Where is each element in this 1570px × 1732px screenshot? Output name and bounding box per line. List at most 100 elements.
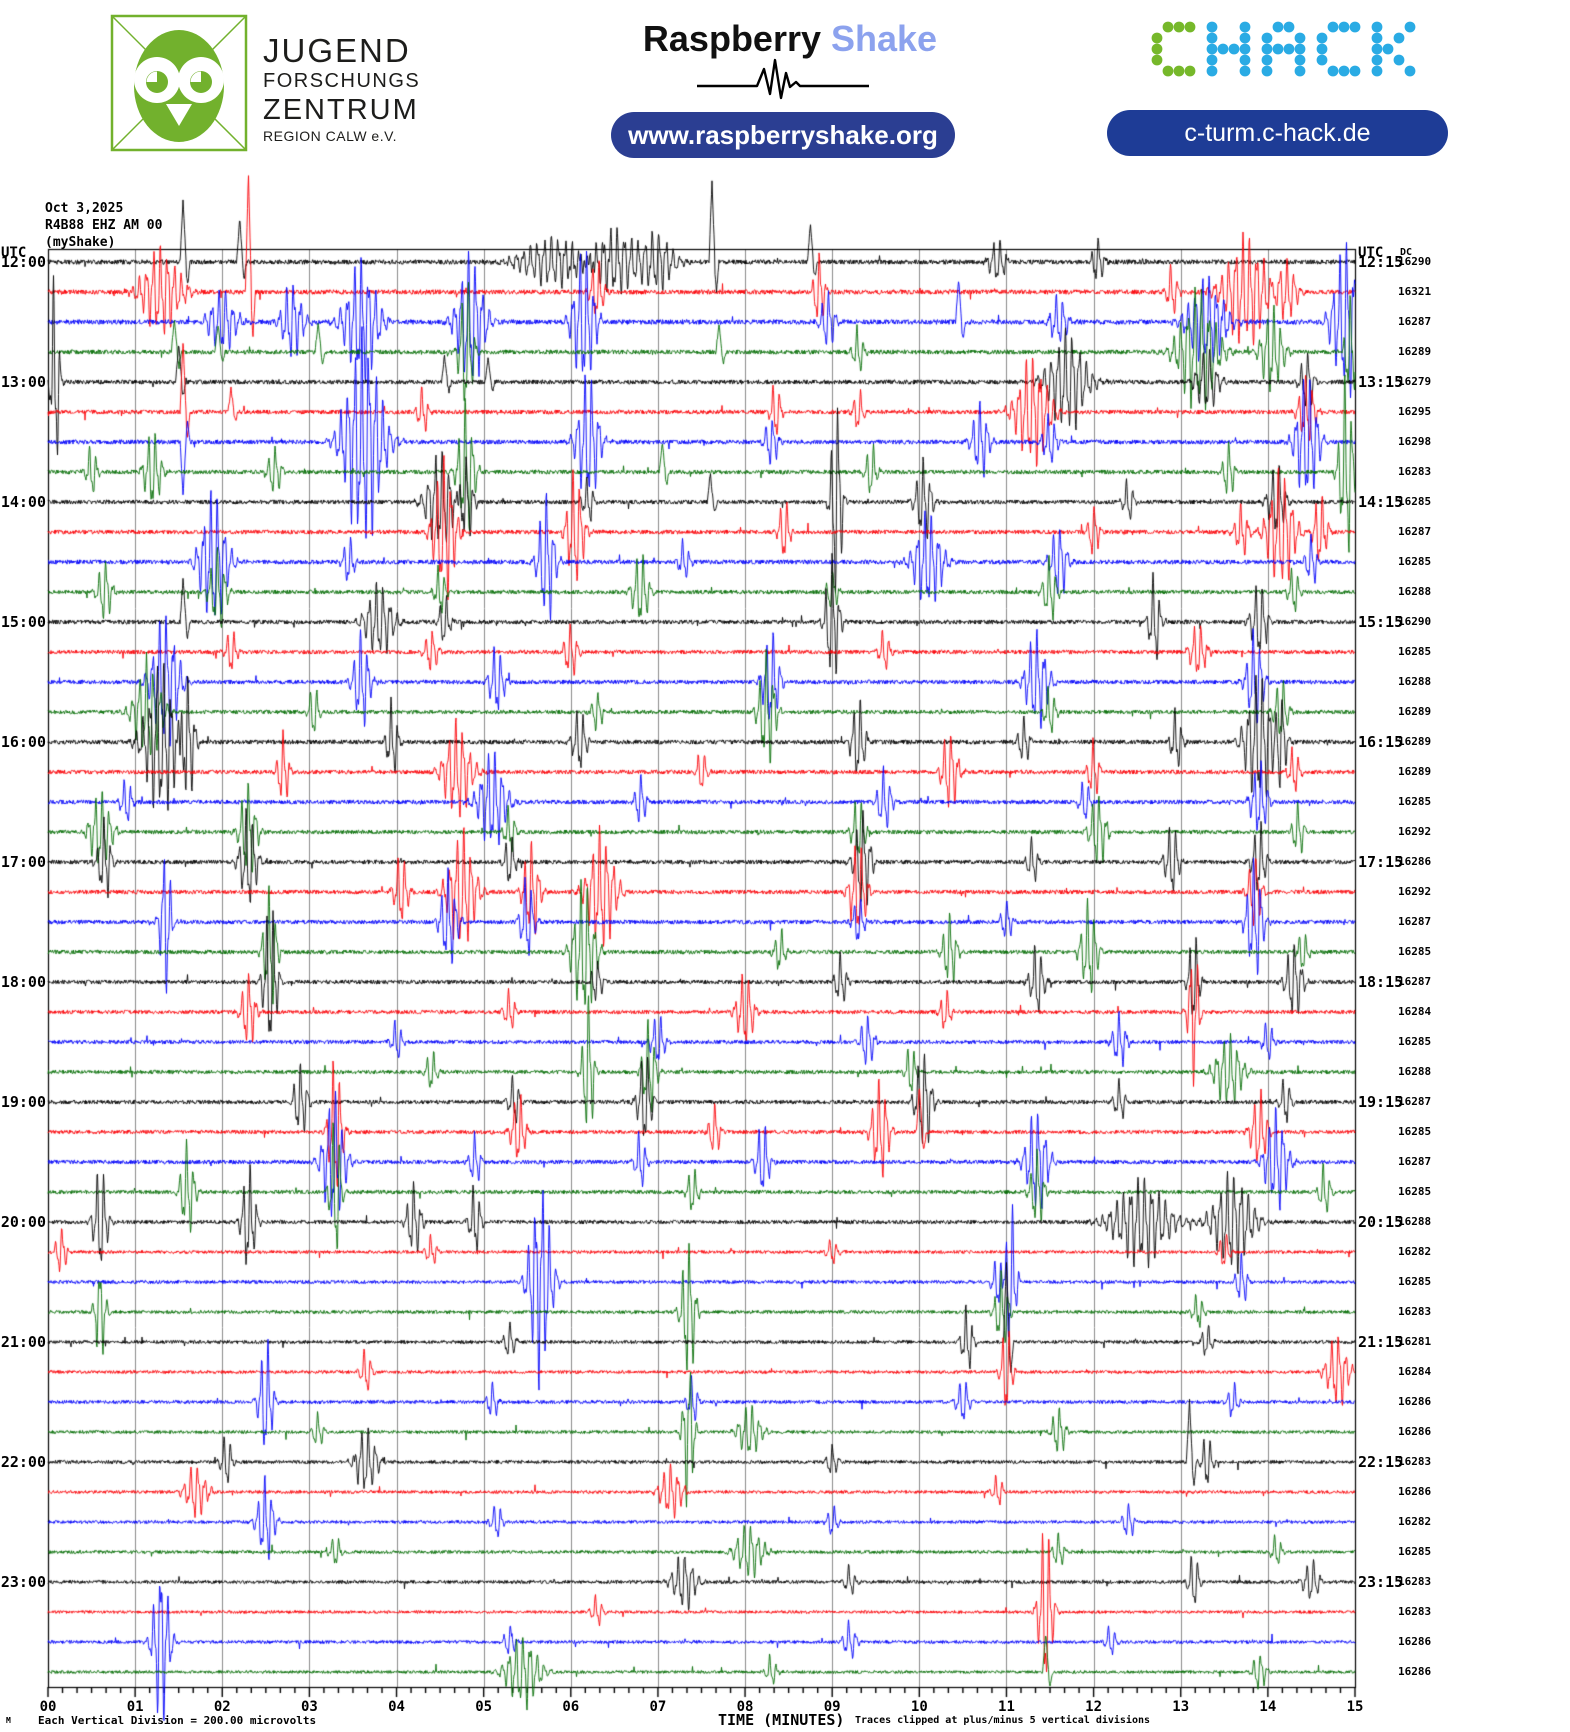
x-tick-label: 10 [910,1699,928,1715]
hour-label-right: 16:15 [1358,733,1404,751]
raspberryshake-url-pill[interactable]: www.raspberryshake.org [611,112,955,158]
dc-value: 16286 [1398,1485,1432,1498]
dc-value: 16284 [1398,1005,1432,1018]
raspberryshake-url: www.raspberryshake.org [628,119,938,150]
jfz-line-1: JUGEND [263,32,411,69]
x-tick-label: 09 [823,1699,841,1715]
hour-label-left: 13:00 [0,373,46,391]
dc-value: 16282 [1398,1515,1432,1528]
dc-value: 16286 [1398,1395,1432,1408]
dc-value: 16287 [1398,915,1432,928]
dc-value: 16288 [1398,675,1432,688]
dc-value: 16285 [1398,1545,1432,1558]
vertical-scale-note: Each Vertical Division = 200.00 microvol… [38,1714,317,1727]
hour-label-right: 12:15 [1358,253,1404,271]
x-tick-label: 05 [475,1699,493,1715]
owl-beak [166,104,192,126]
dc-value: 16286 [1398,1635,1432,1648]
hour-label-right: 22:15 [1358,1453,1404,1471]
hour-label-left: 20:00 [0,1213,46,1231]
dc-value: 16288 [1398,1065,1432,1078]
x-tick-label: 12 [1085,1699,1103,1715]
hour-label-right: 21:15 [1358,1333,1404,1351]
chack-logo [1150,20,1430,86]
jfz-line-3: ZENTRUM [263,94,419,126]
jfz-owl-logo [110,14,248,152]
hour-label-right: 14:15 [1358,493,1404,511]
dc-value: 16286 [1398,855,1432,868]
x-tick-label: 02 [213,1699,231,1715]
watermark-glyph: M [6,1716,11,1725]
hour-label-right: 19:15 [1358,1093,1404,1111]
x-tick-label: 03 [300,1699,318,1715]
dc-value: 16283 [1398,1305,1432,1318]
dc-value: 16285 [1398,1275,1432,1288]
dc-value: 16285 [1398,645,1432,658]
hour-label-left: 21:00 [0,1333,46,1351]
dc-value: 16287 [1398,315,1432,328]
x-axis-title: TIME (MINUTES) [718,1711,845,1729]
hour-label-left: 17:00 [0,853,46,871]
plot-station: R4B88 EHZ AM 00 [45,218,163,233]
dc-value: 16282 [1398,1245,1432,1258]
dc-value: 16285 [1398,555,1432,568]
clip-note: Traces clipped at plus/minus 5 vertical … [855,1715,1151,1726]
dc-value: 16298 [1398,435,1432,448]
hour-label-right: 23:15 [1358,1573,1404,1591]
dc-value: 16279 [1398,375,1432,388]
x-tick-label: 04 [388,1699,405,1715]
hour-label-left: 12:00 [0,253,46,271]
dc-value: 16285 [1398,1035,1432,1048]
dc-value: 16285 [1398,945,1432,958]
hour-label-left: 23:00 [0,1573,46,1591]
hour-label-right: 20:15 [1358,1213,1404,1231]
dc-value: 16295 [1398,405,1432,418]
shake-word: Shake [831,18,938,59]
hour-label-left: 15:00 [0,613,46,631]
hour-label-left: 16:00 [0,733,46,751]
dc-value: 16287 [1398,525,1432,538]
dc-value: 16283 [1398,465,1432,478]
dc-value: 16288 [1398,585,1432,598]
hour-label-right: 13:15 [1358,373,1404,391]
dc-value: 16287 [1398,1155,1432,1168]
chack-url-pill[interactable]: c-turm.c-hack.de [1107,110,1448,156]
utc-header-right: UTC [1358,245,1384,261]
dc-value: 16285 [1398,1125,1432,1138]
x-tick-label: 15 [1346,1699,1364,1715]
x-tick-label: 14 [1259,1699,1277,1715]
seismic-wave-icon [697,56,869,106]
raspberry-word: Raspberry [642,18,821,59]
dc-value: 16285 [1398,1185,1432,1198]
x-tick-label: 01 [126,1699,144,1715]
dc-value: 16287 [1398,1095,1432,1108]
dc-value: 16290 [1398,615,1432,628]
jfz-logo-frame [110,14,248,152]
hour-label-right: 17:15 [1358,853,1404,871]
chack-url: c-turm.c-hack.de [1184,118,1371,147]
dc-value: 16281 [1398,1335,1432,1348]
dc-value: 16289 [1398,735,1432,748]
dc-value: 16289 [1398,705,1432,718]
x-tick-label: 08 [736,1699,754,1715]
hour-label-right: 15:15 [1358,613,1404,631]
dc-value: 16283 [1398,1605,1432,1618]
plot-network: (myShake) [45,235,116,250]
dc-value: 16286 [1398,1425,1432,1438]
jfz-line-4: REGION CALW e.V. [263,128,398,144]
dc-value: 16285 [1398,495,1432,508]
dc-value: 16284 [1398,1365,1432,1378]
x-tick-label: 00 [39,1699,57,1715]
dc-value: 16283 [1398,1455,1432,1468]
utc-header-left: UTC [1,245,27,261]
x-tick-label: 13 [1172,1699,1190,1715]
dc-header: DC [1400,247,1413,258]
x-tick-label: 07 [649,1699,667,1715]
raspberry-shake-wordmark: Raspberry Shake [640,18,940,60]
hour-label-left: 19:00 [0,1093,46,1111]
dc-value: 16289 [1398,345,1432,358]
dc-value: 16292 [1398,825,1432,838]
x-tick-label: 06 [562,1699,580,1715]
hour-label-left: 14:00 [0,493,46,511]
